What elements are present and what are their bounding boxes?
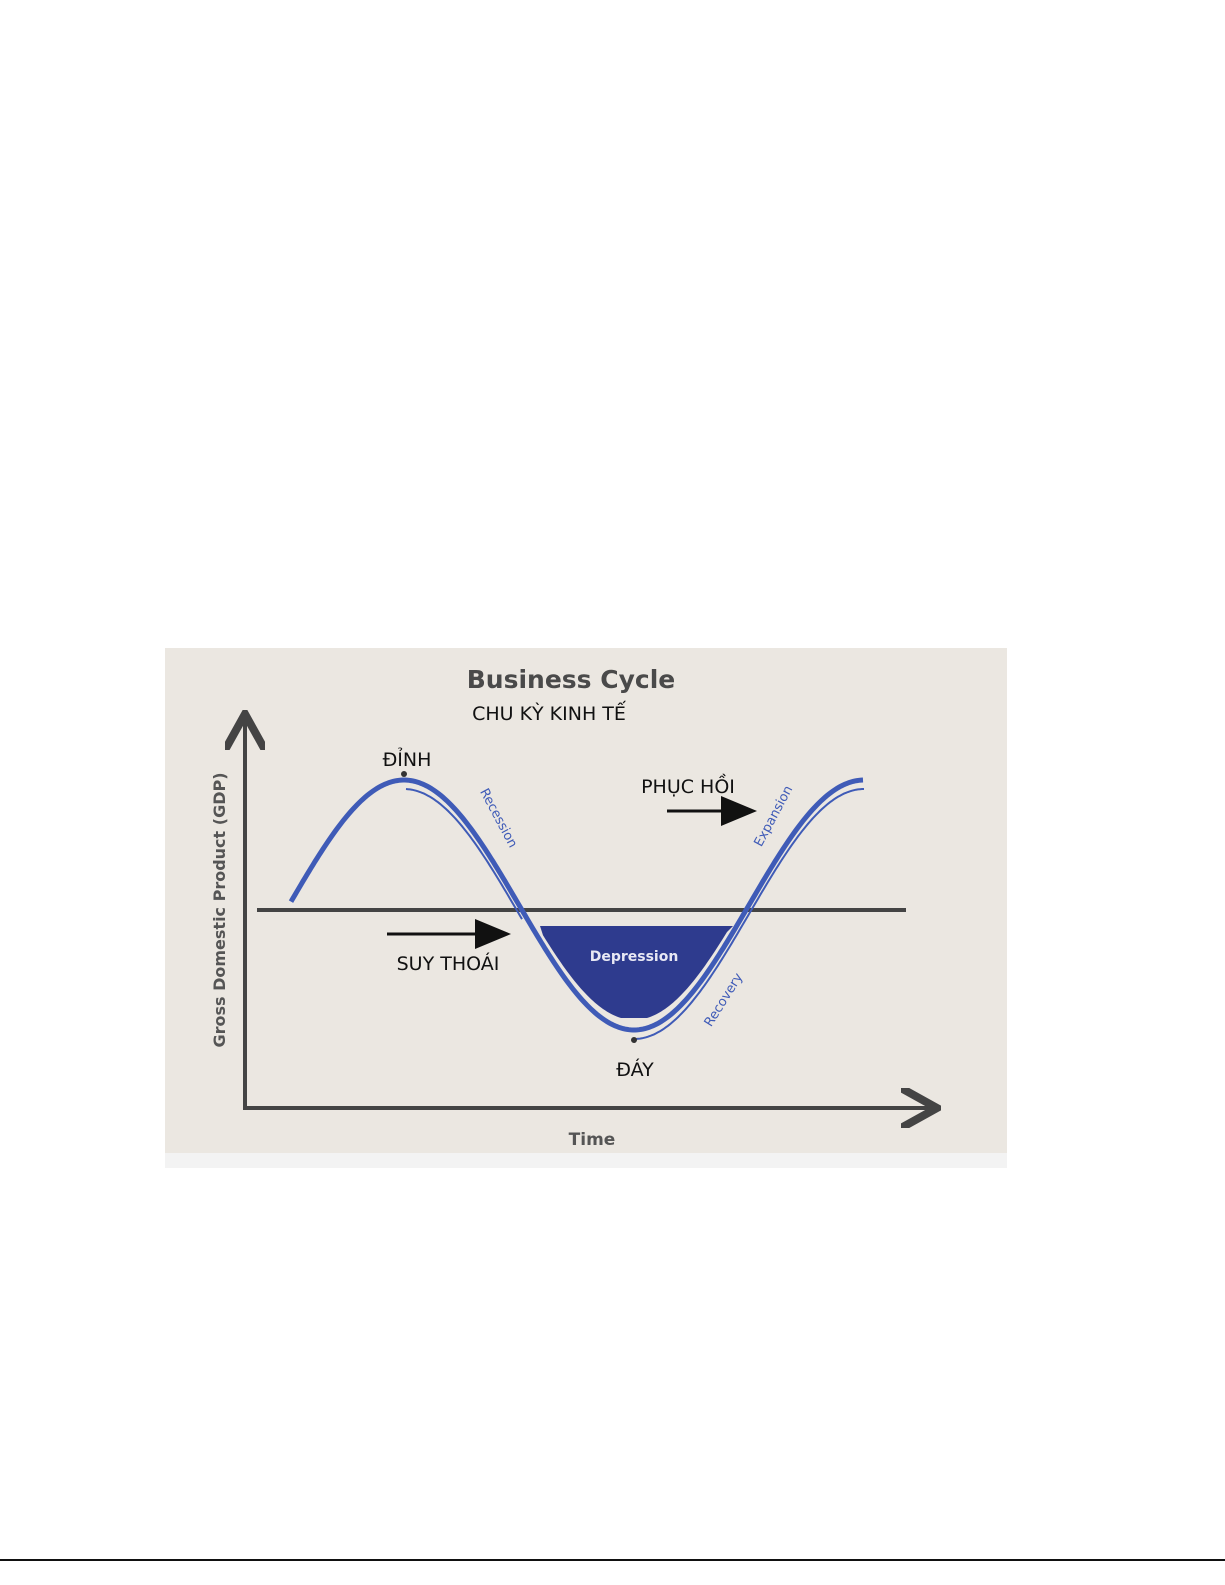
downturn-label: SUY THOÁI <box>397 952 500 975</box>
page-bottom-rule <box>0 1559 1225 1561</box>
peak-label: ĐỈNH <box>383 746 432 771</box>
recession-label: Recession <box>476 786 520 850</box>
y-axis-label: Gross Domestic Product (GDP) <box>210 772 229 1047</box>
gdp-curve <box>288 777 864 1033</box>
trough-marker <box>631 1037 637 1043</box>
figure-title: Business Cycle <box>467 665 676 694</box>
x-axis-label: Time <box>569 1130 616 1150</box>
depression-area <box>540 926 733 1018</box>
depression-label: Depression <box>590 949 679 965</box>
business-cycle-diagram: Business Cycle CHU KỲ KINH TẾ Gross Dome… <box>210 665 1007 1150</box>
figure-caption-strip <box>165 1153 1007 1168</box>
trough-label: ĐÁY <box>616 1058 654 1081</box>
business-cycle-figure: Business Cycle CHU KỲ KINH TẾ Gross Dome… <box>165 648 1007 1168</box>
recovery-vn-label: PHỤC HỒI <box>641 772 735 798</box>
figure-subtitle: CHU KỲ KINH TẾ <box>472 700 627 725</box>
recovery-expansion-phase-line <box>634 788 864 1040</box>
peak-marker <box>401 771 407 777</box>
recession-phase-line <box>405 788 523 920</box>
